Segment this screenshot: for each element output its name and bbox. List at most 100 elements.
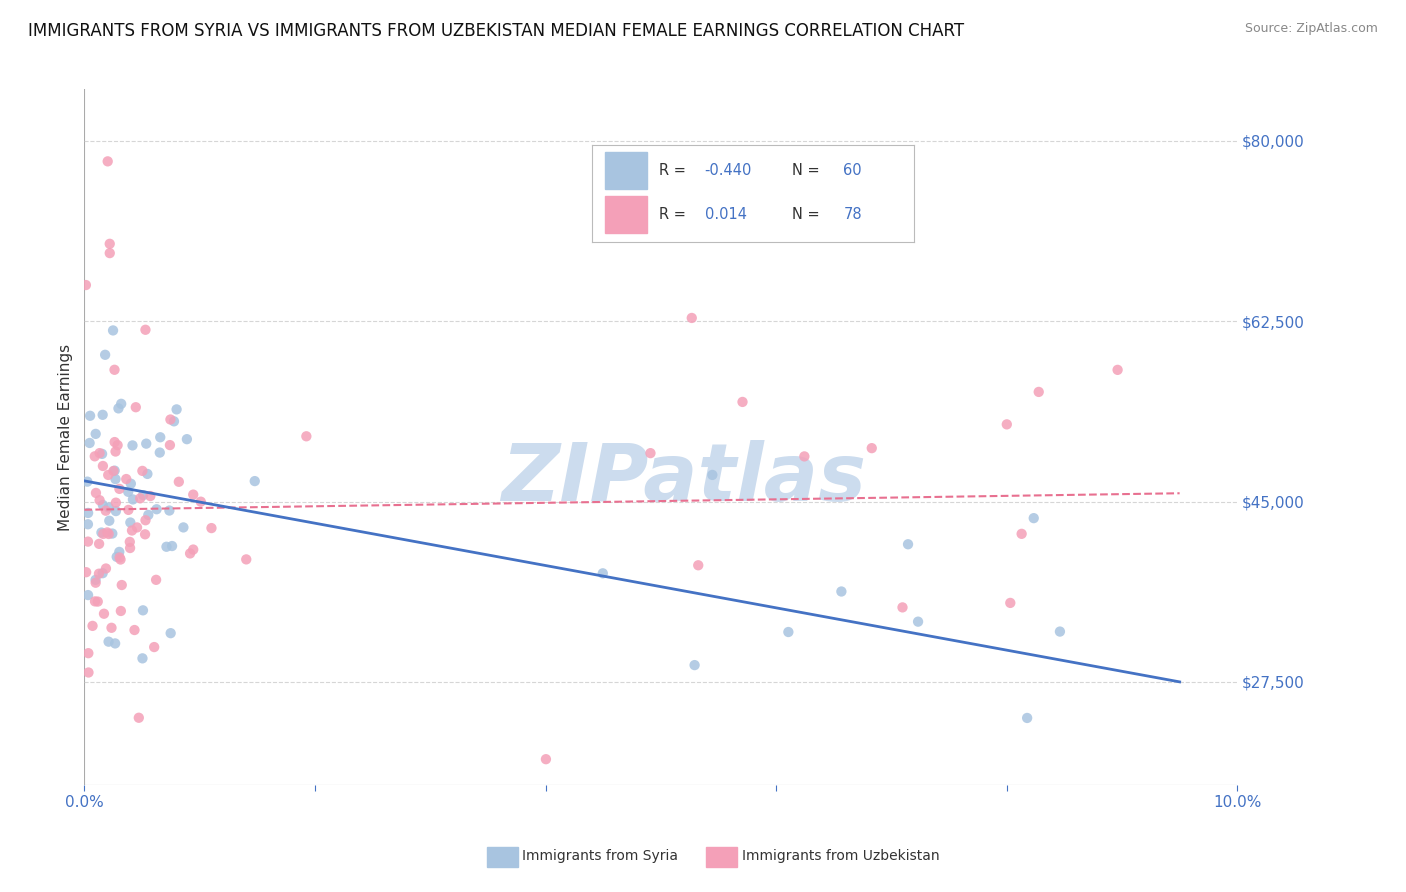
Point bbox=[91, 527, 114, 541]
Point bbox=[121, 524, 143, 538]
Point bbox=[76, 475, 98, 489]
Point bbox=[79, 436, 101, 450]
Point bbox=[91, 498, 114, 512]
Point bbox=[97, 154, 120, 169]
Point bbox=[172, 520, 194, 534]
Point bbox=[103, 464, 125, 478]
Point bbox=[108, 482, 131, 496]
Point bbox=[134, 323, 156, 337]
Point bbox=[124, 623, 146, 637]
Point bbox=[1017, 711, 1039, 725]
Text: Immigrants from Uzbekistan: Immigrants from Uzbekistan bbox=[741, 849, 939, 863]
Point bbox=[75, 565, 97, 579]
Text: 0.014: 0.014 bbox=[704, 207, 747, 221]
Bar bbox=[605, 152, 647, 189]
Point bbox=[110, 604, 132, 618]
Point bbox=[1022, 511, 1045, 525]
Point bbox=[101, 526, 124, 541]
Text: Source: ZipAtlas.com: Source: ZipAtlas.com bbox=[1244, 22, 1378, 36]
Point bbox=[91, 408, 114, 422]
Point bbox=[235, 552, 257, 566]
Point bbox=[159, 626, 181, 640]
Point bbox=[83, 450, 105, 464]
Point bbox=[149, 430, 172, 444]
Point bbox=[891, 600, 914, 615]
Point bbox=[96, 525, 118, 540]
Point bbox=[640, 446, 662, 460]
Text: 78: 78 bbox=[844, 207, 862, 221]
Point bbox=[77, 534, 100, 549]
Point bbox=[125, 401, 148, 415]
Point bbox=[93, 607, 115, 621]
Y-axis label: Median Female Earnings: Median Female Earnings bbox=[58, 343, 73, 531]
Point bbox=[111, 578, 134, 592]
Point bbox=[120, 516, 142, 530]
Point bbox=[131, 651, 153, 665]
Point bbox=[87, 566, 110, 581]
Point bbox=[1011, 526, 1033, 541]
Point bbox=[534, 752, 557, 766]
Point bbox=[117, 503, 139, 517]
Point bbox=[97, 500, 120, 515]
Point bbox=[860, 441, 883, 455]
Point bbox=[176, 432, 198, 446]
Point bbox=[143, 640, 166, 654]
Point bbox=[136, 508, 159, 522]
Point bbox=[897, 537, 920, 551]
Point bbox=[163, 414, 186, 428]
Point bbox=[157, 503, 180, 517]
Point bbox=[104, 435, 127, 450]
Point bbox=[118, 535, 141, 549]
Point bbox=[82, 619, 104, 633]
Point bbox=[104, 504, 127, 518]
Point bbox=[134, 513, 156, 527]
Point bbox=[104, 636, 127, 650]
Point bbox=[97, 634, 120, 648]
Point bbox=[84, 594, 107, 608]
Point bbox=[132, 603, 155, 617]
Point bbox=[160, 539, 183, 553]
Point bbox=[907, 615, 929, 629]
Point bbox=[135, 436, 157, 450]
Text: 60: 60 bbox=[844, 162, 862, 178]
Point bbox=[105, 549, 128, 564]
Point bbox=[77, 517, 100, 532]
Point bbox=[104, 472, 127, 486]
Point bbox=[75, 278, 97, 293]
Point bbox=[121, 438, 143, 452]
Point bbox=[731, 395, 754, 409]
Point bbox=[98, 514, 121, 528]
Point bbox=[134, 527, 156, 541]
Point bbox=[145, 573, 167, 587]
Point bbox=[98, 246, 121, 260]
Point bbox=[90, 525, 112, 540]
Bar bbox=[605, 195, 647, 233]
Point bbox=[1028, 384, 1050, 399]
Point bbox=[132, 488, 155, 502]
Text: N =: N = bbox=[792, 162, 824, 178]
Point bbox=[108, 550, 131, 565]
Point bbox=[107, 438, 129, 452]
Text: R =: R = bbox=[659, 162, 690, 178]
Point bbox=[128, 711, 150, 725]
Point bbox=[100, 621, 122, 635]
Point bbox=[117, 484, 139, 499]
Point bbox=[166, 402, 188, 417]
Point bbox=[149, 445, 172, 459]
Point bbox=[181, 542, 204, 557]
Point bbox=[793, 450, 815, 464]
Point bbox=[97, 467, 120, 482]
Point bbox=[179, 546, 201, 560]
Point bbox=[77, 506, 100, 520]
Point bbox=[79, 409, 101, 423]
Point bbox=[200, 521, 222, 535]
Text: ZIPatlas: ZIPatlas bbox=[502, 440, 866, 518]
Point bbox=[167, 475, 190, 489]
Point bbox=[110, 552, 132, 566]
Point bbox=[87, 537, 110, 551]
Point bbox=[103, 363, 125, 377]
Point bbox=[84, 575, 107, 590]
Point bbox=[94, 348, 117, 362]
Point bbox=[120, 541, 142, 555]
Point bbox=[84, 486, 107, 500]
